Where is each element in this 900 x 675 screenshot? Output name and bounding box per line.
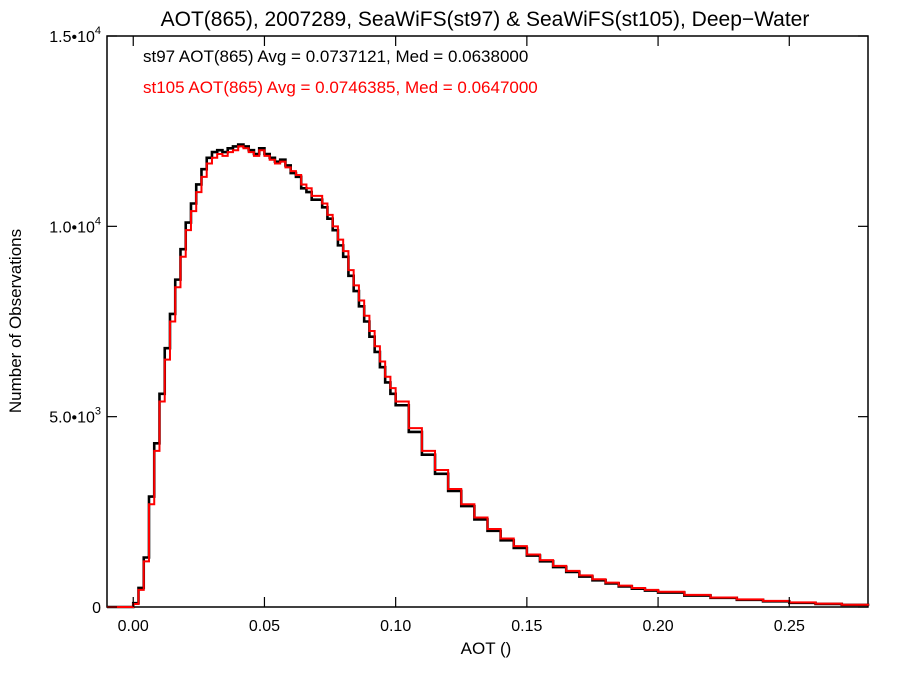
y-tick-label: 1.5•104 <box>49 25 101 46</box>
legend-series-st97: st97 AOT(865) Avg = 0.0737121, Med = 0.0… <box>143 47 528 66</box>
legend: st97 AOT(865) Avg = 0.0737121, Med = 0.0… <box>143 47 538 97</box>
plot-frame <box>106 35 869 608</box>
x-tick-label: 0.00 <box>118 618 149 635</box>
y-tick-label-exponent: 3 <box>95 406 101 418</box>
y-tick-label-mantissa: 1.0•10 <box>49 219 95 236</box>
y-tick-label-exponent: 4 <box>95 25 101 37</box>
plot-area: 0.00 0.05 0.10 0.15 0.20 0.2505.0•1031.0•1041… <box>49 25 870 635</box>
y-tick-label: 0 <box>92 600 101 617</box>
axis-labels: AOT () Number of Observations <box>6 229 511 658</box>
x-tick-label: 0.20 <box>642 618 673 635</box>
y-axis-label: Number of Observations <box>6 229 25 413</box>
series-line-st105 <box>107 145 869 608</box>
y-tick-label-mantissa: 1.5•10 <box>49 29 95 46</box>
chart-title: AOT(865), 2007289, SeaWiFS(st97) & SeaWi… <box>161 8 810 31</box>
y-tick-label-exponent: 4 <box>95 215 101 227</box>
x-tick-label: 0.10 <box>380 618 411 635</box>
y-tick-label-mantissa: 5.0•10 <box>49 410 95 427</box>
y-tick-label: 1.0•104 <box>49 215 101 236</box>
x-tick-label: 0.25 <box>774 618 805 635</box>
legend-series-st105: st105 AOT(865) Avg = 0.0746385, Med = 0.… <box>143 78 538 97</box>
x-axis-label: AOT () <box>461 639 512 658</box>
x-tick-label: 0.15 <box>511 618 542 635</box>
y-tick-label-mantissa: 0 <box>92 600 101 617</box>
y-tick-label: 5.0•103 <box>49 406 101 427</box>
ticks-layer: 0.00 0.05 0.10 0.15 0.20 0.2505.0•1031.0•1041… <box>49 25 868 635</box>
x-tick-label: 0.05 <box>249 618 280 635</box>
series-layer <box>107 143 870 609</box>
series-line-st97 <box>107 143 870 609</box>
